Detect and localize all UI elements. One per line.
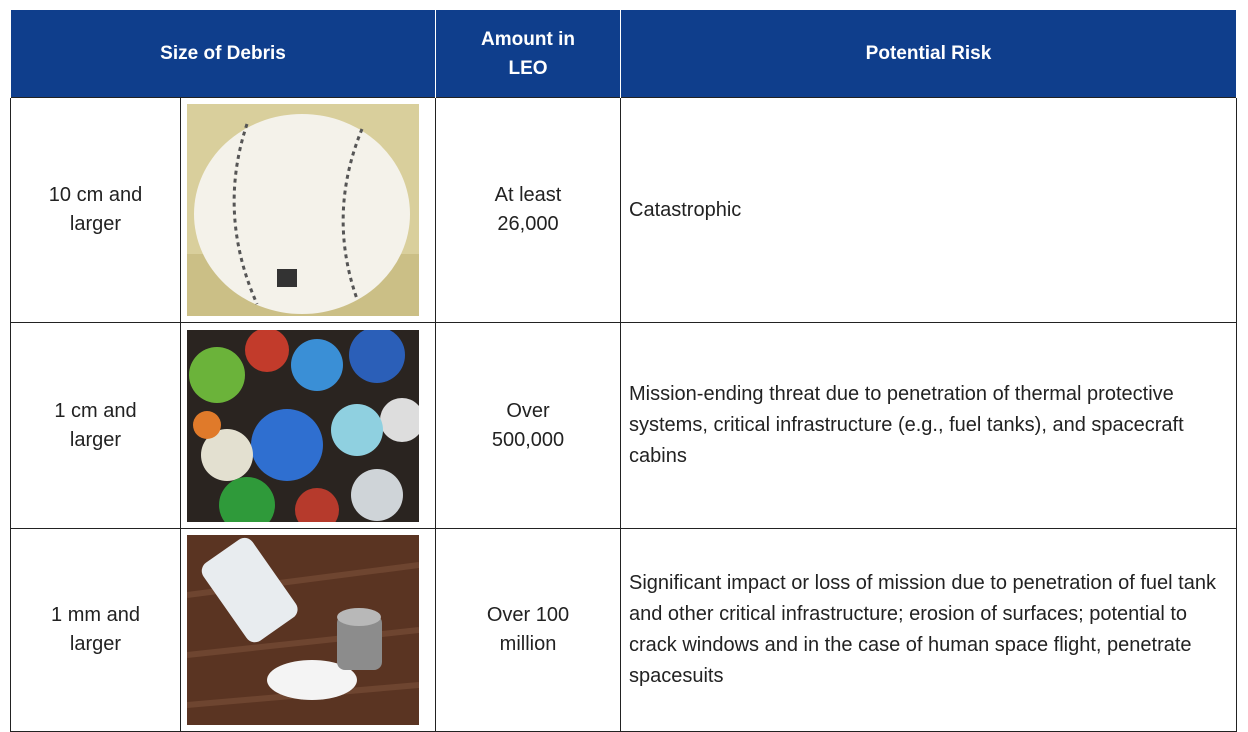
table-row: 1 mm and larger Over 100 million Signifi… (10, 528, 1237, 732)
image-cell (180, 322, 436, 529)
image-cell (180, 97, 436, 323)
risk-cell: Mission-ending threat due to penetration… (620, 322, 1237, 529)
table-row: 1 cm and larger Over 500,000 Mission-end… (10, 322, 1237, 529)
amount-cell: Over 100 million (435, 528, 621, 732)
page: Size of Debris Amount in LEO Potential R… (10, 10, 1237, 732)
amount-cell: Over 500,000 (435, 322, 621, 529)
header-row: Size of Debris Amount in LEO Potential R… (10, 10, 1237, 98)
size-text: 10 cm and larger (48, 184, 143, 235)
amount-text: Over 500,000 (491, 399, 565, 451)
size-cell: 10 cm and larger (10, 97, 181, 323)
header-cell: Potential Risk (620, 10, 1237, 98)
baseball-image (187, 104, 419, 316)
risk-cell: Significant impact or loss of mission du… (620, 528, 1237, 732)
amount-cell: At least 26,000 (435, 97, 621, 323)
marbles-image (187, 329, 419, 522)
debris-table: Size of Debris Amount in LEO Potential R… (10, 10, 1237, 732)
risk-cell: Catastrophic (620, 97, 1237, 323)
size-text: 1 cm and larger (54, 399, 137, 451)
size-text: 1 mm and larger (51, 604, 140, 655)
header-text: Amount in LEO (481, 28, 575, 79)
amount-text: Over 100 million (486, 604, 570, 655)
table-row: 10 cm and larger At least 26,000 Catastr… (10, 97, 1237, 323)
size-cell: 1 mm and larger (10, 528, 181, 732)
amount-text: At least 26,000 (494, 184, 562, 235)
image-cell (180, 528, 436, 732)
header-cell: Size of Debris (10, 10, 436, 98)
header-cell: Amount in LEO (435, 10, 621, 98)
size-cell: 1 cm and larger (10, 322, 181, 529)
salt-image (187, 535, 419, 725)
